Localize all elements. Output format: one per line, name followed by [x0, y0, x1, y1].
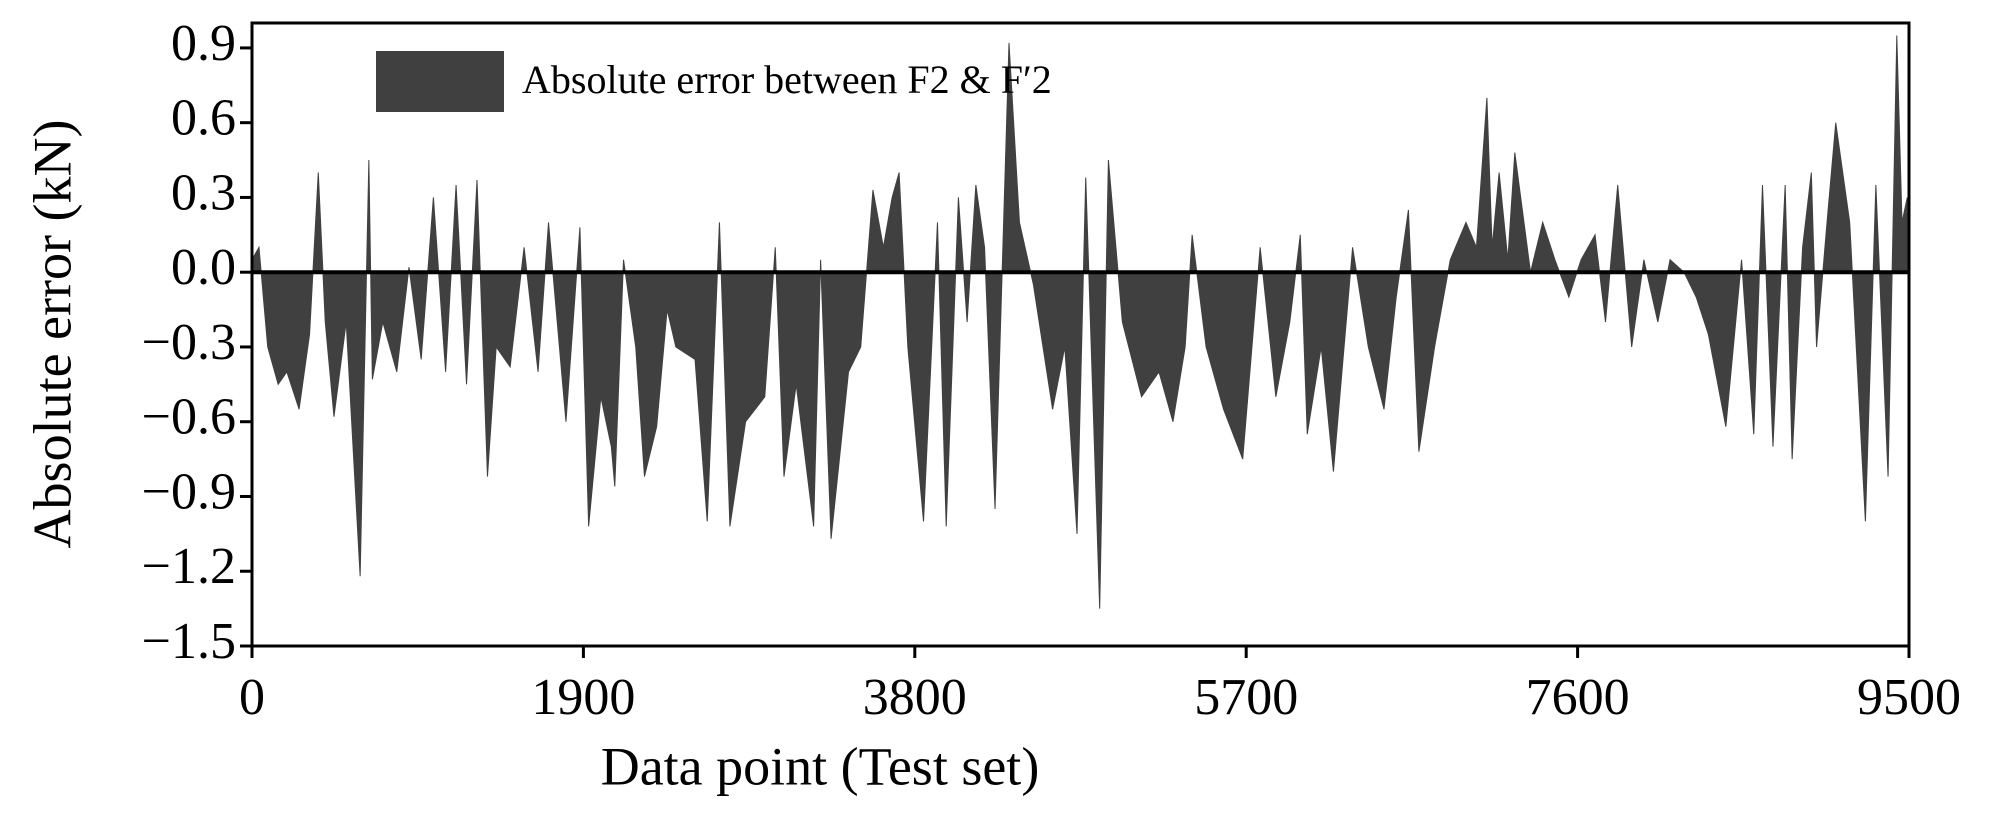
- area: [251, 35, 1910, 609]
- y-tick-label: −0.6: [142, 389, 236, 446]
- x-axis-title: Data point (Test set): [601, 736, 1040, 796]
- y-tick-label: 0.9: [171, 15, 236, 72]
- x-tick-label: 3800: [863, 669, 967, 726]
- x-tick-label: 1900: [531, 669, 635, 726]
- x-tick-label: 5700: [1194, 669, 1298, 726]
- y-axis-title: Absolute error (kN): [22, 120, 82, 549]
- legend-label: Absolute error between F2 & F′2: [522, 57, 1052, 102]
- y-tick-label: −1.5: [142, 613, 236, 670]
- y-tick-label: 0.0: [171, 239, 236, 296]
- plot-frame: [250, 21, 1911, 648]
- x-tick-label: 0: [239, 669, 265, 726]
- y-tick-label: −0.3: [142, 314, 236, 371]
- y-tick-label: −0.9: [142, 463, 236, 520]
- x-tick-label: 7600: [1526, 669, 1630, 726]
- y-tick-label: −1.2: [142, 538, 236, 595]
- x-tick-label: 9500: [1857, 669, 1961, 726]
- y-tick-label: 0.3: [171, 164, 236, 221]
- legend-swatch: [376, 51, 504, 112]
- y-tick-label: 0.6: [171, 90, 236, 147]
